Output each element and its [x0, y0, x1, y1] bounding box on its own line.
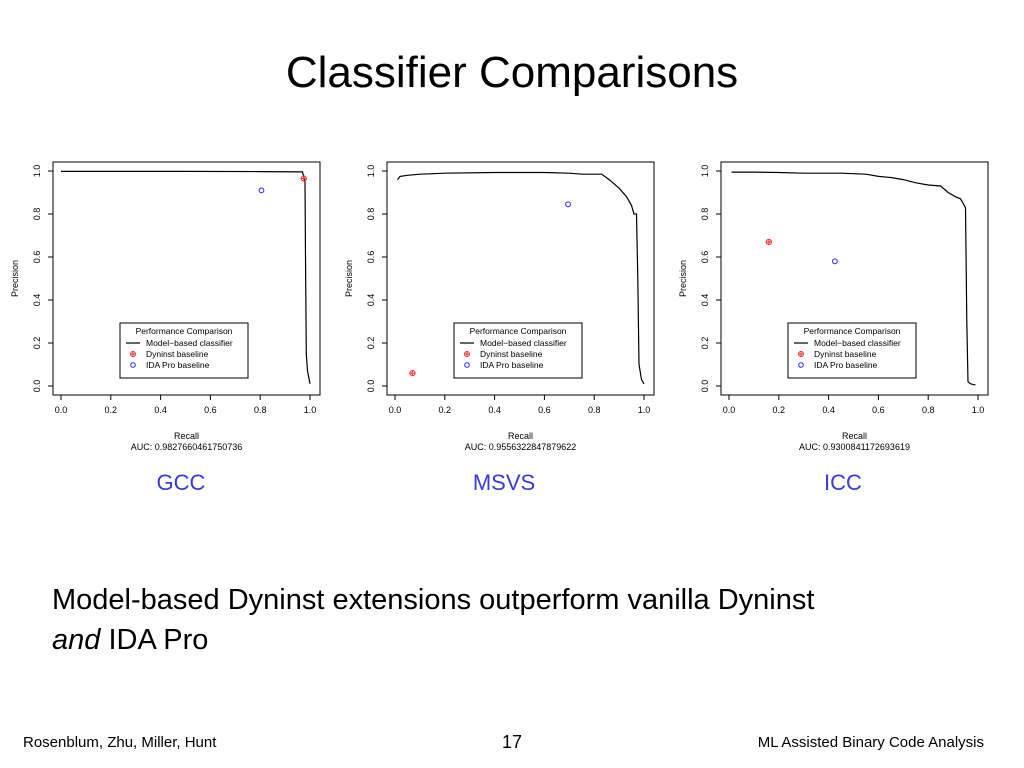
x-tick-label: 0.6: [872, 405, 885, 415]
statement-tail: IDA Pro: [100, 624, 209, 656]
x-tick-label: 1.0: [304, 405, 317, 415]
point-dyninst: [300, 175, 307, 182]
chart-icc: 0.0 0.2 0.4 0.6 0.8 1.0 0.0 0.2 0.4 0.6 0.8 1.0 Reca…: [676, 155, 1006, 465]
legend-swatch-dyninst: [798, 351, 804, 357]
legend-entry-2: IDA Pro baseline: [814, 360, 878, 370]
caption-msvs: MSVS: [472, 470, 536, 495]
y-tick-label: 1.0: [366, 165, 376, 178]
y-tick-label: 0.2: [366, 337, 376, 350]
statement-emphasis: and: [52, 624, 101, 656]
x-tick-label: 0.2: [439, 405, 452, 415]
y-axis-label: Precision: [344, 260, 354, 297]
x-tick-label: 0.8: [254, 405, 267, 415]
legend-title: Performance Comparison: [136, 326, 233, 336]
point-ida: [831, 258, 838, 265]
y-axis-label: Precision: [678, 260, 688, 297]
chart-icc-svg: 0.0 0.2 0.4 0.6 0.8 1.0 0.0 0.2 0.4 0.6 0.8 1.0 Reca…: [678, 161, 989, 452]
footer-authors: Rosenblum, Zhu, Miller, Hunt: [23, 734, 217, 751]
y-tick-label: 0.2: [32, 337, 42, 350]
legend-box: [119, 322, 249, 379]
y-tick-label: 0.0: [366, 380, 376, 393]
point-dyninst: [765, 238, 772, 246]
y-tick-label: 0.4: [700, 294, 710, 307]
x-tick-label: 0.2: [773, 405, 786, 415]
legend-entry-2: IDA Pro baseline: [146, 360, 210, 370]
plot-frame: [386, 161, 655, 396]
x-axis-label: Recall: [842, 431, 867, 441]
legend-box: [787, 322, 917, 379]
footer-talk-title: ML Assisted Binary Code Analysis: [757, 734, 984, 751]
chart-msvs-svg: 0.0 0.2 0.4 0.6 0.8 1.0 0.0 0.2 0.4 0.6 0.8 1.0 Reca…: [344, 161, 655, 452]
y-tick-label: 0.6: [366, 251, 376, 264]
legend-entry-1: Dyninst baseline: [480, 349, 543, 359]
plot-frame: [720, 161, 989, 396]
legend-entry-0: Model−based classifier: [814, 338, 901, 348]
x-axis-label: Recall: [508, 431, 533, 441]
legend-entry-0: Model−based classifier: [146, 338, 233, 348]
x-tick-label: 0.4: [822, 405, 835, 415]
y-tick-label: 0.6: [32, 251, 42, 264]
legend-entry-0: Model−based classifier: [480, 338, 567, 348]
legend-swatch-dyninst: [464, 351, 470, 357]
auc-label: AUC: 0.9556322847879622: [465, 442, 577, 452]
x-tick-label: 1.0: [638, 405, 651, 415]
y-axis-label: Precision: [10, 260, 20, 297]
chart-msvs: 0.0 0.2 0.4 0.6 0.8 1.0 0.0 0.2 0.4 0.6 0.8 1.0 Reca…: [342, 155, 672, 465]
x-tick-label: 0.6: [204, 405, 217, 415]
footer-page-number: 17: [501, 732, 523, 752]
plot-frame: [52, 161, 321, 396]
y-tick-label: 0.0: [700, 380, 710, 393]
x-tick-label: 0.0: [723, 405, 736, 415]
point-dyninst: [409, 370, 416, 377]
legend-title: Performance Comparison: [804, 326, 901, 336]
x-tick-label: 0.2: [105, 405, 118, 415]
x-tick-label: 0.4: [154, 405, 167, 415]
legend-title: Performance Comparison: [470, 326, 567, 336]
auc-label: AUC: 0.9300841172693619: [799, 442, 910, 452]
y-tick-label: 0.6: [700, 251, 710, 264]
chart-gcc: 0.0 0.2 0.4 0.6 0.8 1.0 0.0 0.2 0.4 0.6 0.8 1.0 Reca…: [8, 155, 338, 465]
x-tick-label: 0.8: [922, 405, 935, 415]
legend-box: [453, 322, 583, 379]
x-tick-label: 0.6: [538, 405, 551, 415]
x-tick-label: 0.4: [488, 405, 501, 415]
x-tick-label: 1.0: [972, 405, 985, 415]
series-line-model: [731, 171, 976, 386]
legend-swatch-dyninst: [130, 351, 136, 357]
y-tick-label: 0.0: [32, 380, 42, 393]
chart-gcc-svg: 0.0 0.2 0.4 0.6 0.8 1.0 0.0 0.2 0.4 0.6 0.8 1.0 Reca…: [10, 161, 321, 452]
x-axis-label: Recall: [174, 431, 199, 441]
caption-gcc: GCC: [156, 470, 206, 495]
conclusion-statement: Model-based Dyninst extensions outperfor…: [52, 580, 992, 660]
legend-swatch-ida: [130, 362, 136, 368]
y-tick-label: 0.4: [32, 294, 42, 307]
point-ida: [258, 187, 265, 194]
y-tick-label: 0.8: [366, 208, 376, 221]
legend-swatch-ida: [464, 362, 470, 368]
x-tick-label: 0.0: [389, 405, 402, 415]
y-tick-label: 0.4: [366, 294, 376, 307]
legend-entry-1: Dyninst baseline: [146, 349, 209, 359]
legend-entry-1: Dyninst baseline: [814, 349, 877, 359]
y-tick-label: 1.0: [32, 165, 42, 178]
y-tick-label: 1.0: [700, 165, 710, 178]
x-tick-label: 0.8: [588, 405, 601, 415]
statement-main: Model-based Dyninst extensions outperfor…: [52, 584, 815, 616]
y-tick-label: 0.8: [32, 208, 42, 221]
caption-icc: ICC: [824, 470, 862, 495]
legend-entry-2: IDA Pro baseline: [480, 360, 544, 370]
x-tick-label: 0.0: [55, 405, 68, 415]
y-tick-label: 0.2: [700, 337, 710, 350]
auc-label: AUC: 0.9827660461750736: [131, 442, 243, 452]
point-ida: [565, 201, 571, 208]
series-line-model: [397, 171, 645, 385]
slide-title: Classifier Comparisons: [285, 48, 739, 97]
legend-swatch-ida: [798, 362, 804, 368]
y-tick-label: 0.8: [700, 208, 710, 221]
